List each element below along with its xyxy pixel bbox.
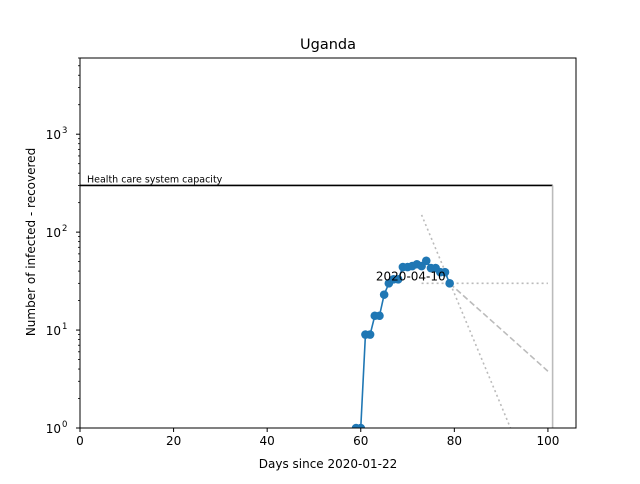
data-point — [365, 330, 375, 339]
data-point — [379, 290, 389, 299]
x-axis-label: Days since 2020-01-22 — [259, 457, 398, 471]
y-tick-label: 10 — [46, 128, 61, 142]
y-tick-label: 10 — [46, 226, 61, 240]
y-tick-label: 10 — [46, 422, 61, 436]
x-tick-label: 40 — [260, 434, 275, 448]
y-tick-exponent: 0 — [62, 420, 67, 430]
x-tick-label: 20 — [166, 434, 181, 448]
capacity-label: Health care system capacity — [87, 174, 223, 185]
x-tick-label: 60 — [353, 434, 368, 448]
data-point — [356, 423, 366, 428]
y-axis-label: Number of infected - recovered — [24, 148, 38, 336]
data-point — [421, 256, 431, 266]
y-tick-exponent: 1 — [62, 322, 67, 332]
x-tick-label: 80 — [447, 434, 462, 448]
data-point — [393, 274, 403, 284]
x-tick-label: 100 — [536, 434, 559, 448]
data-point — [440, 267, 450, 277]
annotation-label: 2020-04-10 — [376, 269, 446, 283]
plot-clipped-group — [80, 184, 554, 428]
axes-frame — [79, 57, 577, 429]
y-tick-label: 10 — [46, 324, 61, 338]
trend-line-dotted-1 — [420, 214, 512, 428]
x-tick-label: 0 — [76, 434, 84, 448]
data-point — [375, 311, 384, 321]
data-point — [445, 279, 454, 288]
chart-title: Uganda — [300, 37, 356, 53]
y-tick-exponent: 3 — [62, 126, 67, 136]
y-tick-exponent: 2 — [62, 224, 67, 234]
trend-line-dashed-2 — [449, 282, 549, 372]
